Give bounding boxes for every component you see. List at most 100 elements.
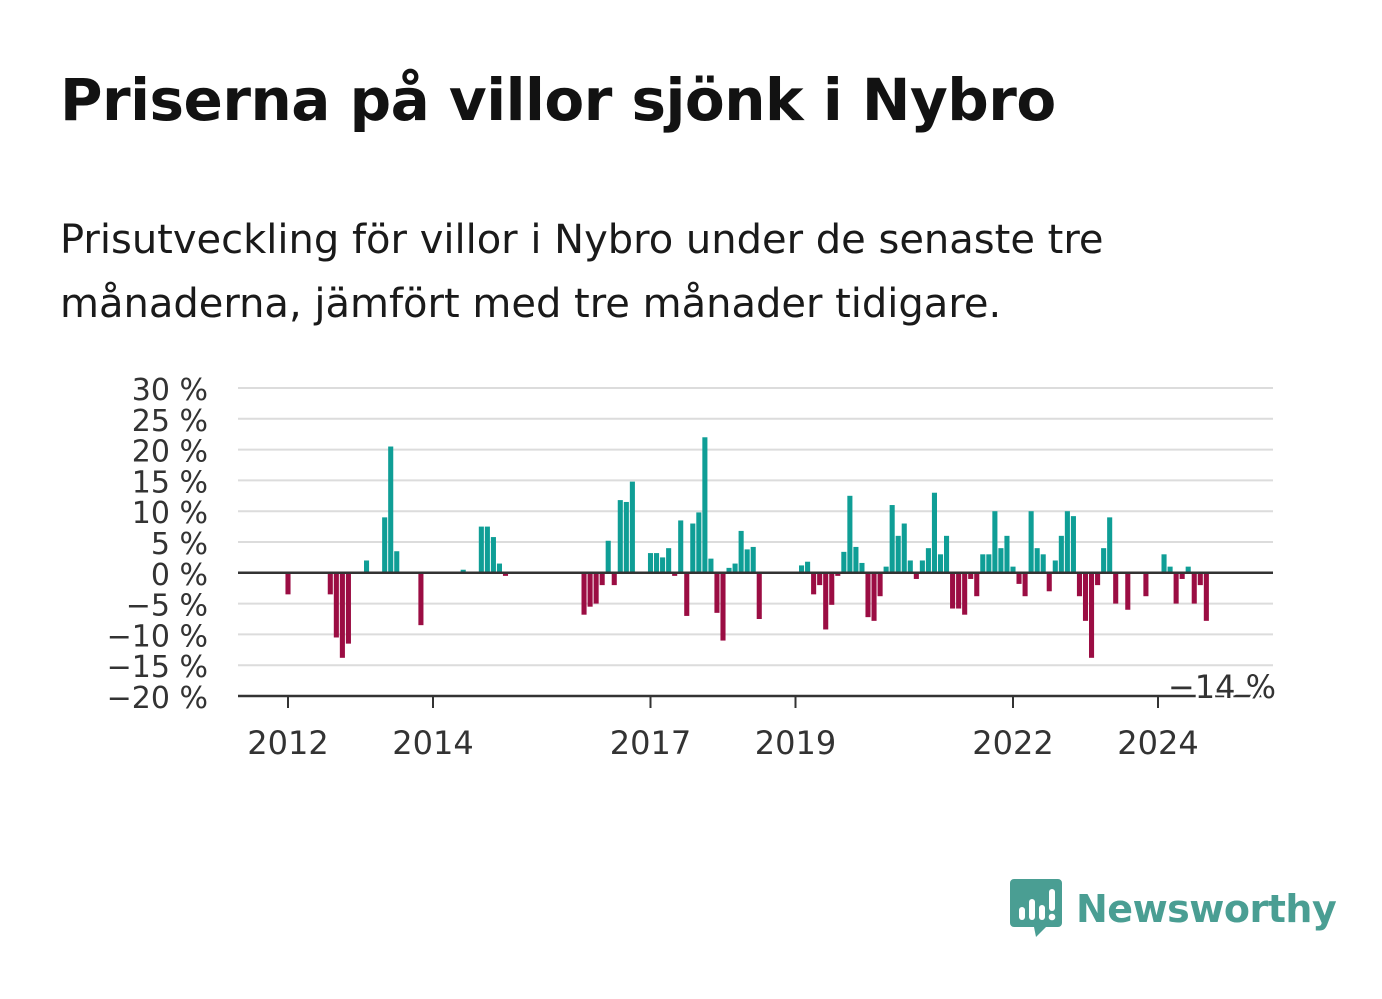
bar [605, 540, 611, 573]
bar [799, 565, 805, 573]
bar [877, 572, 883, 597]
bar [847, 495, 853, 573]
bar [364, 560, 370, 573]
bar [581, 572, 587, 615]
bar-chart: 30 %25 %20 %15 %10 %5 %0 %−5 %−10 %−15 %… [107, 373, 1279, 762]
y-tick-label: 15 % [132, 465, 208, 500]
bar [484, 526, 490, 573]
y-tick-label: −20 % [107, 681, 208, 716]
y-tick-label: 20 % [132, 435, 208, 470]
bar [1107, 517, 1113, 573]
bar [859, 562, 865, 573]
bar [823, 572, 829, 630]
bar [1101, 548, 1107, 573]
bar [1052, 560, 1058, 573]
bar [1076, 572, 1082, 597]
bar [1010, 566, 1016, 573]
bar [901, 523, 907, 573]
y-tick-label: −5 % [126, 589, 208, 624]
y-tick-label: −15 % [107, 650, 208, 685]
brand-name: Newsworthy [1076, 887, 1337, 931]
bar [629, 481, 635, 573]
bar [460, 569, 466, 573]
bar [1191, 572, 1197, 604]
bar [811, 572, 817, 595]
x-tick-label: 2024 [1117, 724, 1198, 762]
y-tick-label: 5 % [151, 527, 208, 562]
bar [1095, 572, 1101, 586]
bar [502, 572, 509, 576]
bar [937, 554, 944, 573]
bar [835, 572, 841, 576]
bar [702, 437, 708, 573]
bar [654, 553, 660, 573]
bar [1173, 572, 1179, 604]
x-tick-label: 2014 [392, 724, 473, 762]
bar [647, 553, 654, 573]
bar [587, 572, 593, 607]
bar [1161, 554, 1167, 573]
bar [611, 572, 617, 586]
bar [599, 572, 605, 586]
bar [1089, 572, 1095, 658]
bar [980, 554, 986, 573]
bar [907, 560, 913, 573]
bar [1143, 572, 1149, 597]
bar [992, 511, 998, 573]
x-tick-label: 2017 [610, 724, 691, 762]
bar [1167, 566, 1173, 573]
annotations: −14 % [1165, 665, 1279, 709]
bar [895, 535, 901, 573]
y-tick-label: 0 % [151, 558, 208, 593]
bar [805, 561, 811, 573]
bar [1004, 535, 1010, 573]
bar [726, 567, 732, 573]
chart-title: Priserna på villor sjönk i Nybro [60, 66, 1056, 134]
bars [285, 437, 1209, 658]
x-tick-label: 2022 [972, 724, 1053, 762]
bar [889, 505, 895, 573]
bar [1040, 554, 1046, 573]
x-axis-labels: 2012 2014 2017 2019 2022 2024 [247, 696, 1199, 762]
bar [1179, 572, 1185, 579]
bar [1058, 535, 1064, 573]
bar [944, 535, 950, 573]
bar [829, 572, 835, 605]
bar [756, 572, 762, 619]
bar [496, 563, 502, 573]
bar [666, 548, 672, 573]
bar [672, 572, 678, 576]
bar [478, 526, 484, 573]
bar [738, 530, 744, 573]
y-tick-label: 25 % [132, 404, 208, 439]
bar [1034, 548, 1040, 573]
bar [1203, 572, 1209, 621]
bar [708, 558, 714, 573]
bar [968, 572, 974, 579]
bar [418, 572, 424, 626]
bar [931, 492, 937, 573]
chart-subtitle: Prisutveckling för villor i Nybro under … [60, 217, 1104, 327]
bar [998, 548, 1004, 573]
bar [865, 572, 871, 618]
x-tick-label: 2012 [247, 724, 328, 762]
bar [593, 572, 599, 604]
bar [744, 549, 750, 573]
bar [285, 572, 291, 595]
bar [714, 572, 720, 613]
bar [986, 554, 992, 573]
bar [962, 572, 968, 615]
last-value-label: −14 % [1168, 668, 1276, 706]
y-axis-labels: 30 %25 %20 %15 %10 %5 %0 %−5 %−10 %−15 %… [107, 373, 208, 716]
bar [1113, 572, 1119, 604]
bar [1028, 511, 1034, 573]
bar [345, 572, 351, 644]
gridlines [238, 387, 1273, 698]
bar [974, 572, 980, 597]
bar [1064, 511, 1070, 573]
bar [732, 563, 738, 573]
bar [1016, 572, 1022, 584]
bar [690, 523, 696, 573]
bar [339, 572, 345, 658]
bar [660, 557, 666, 573]
